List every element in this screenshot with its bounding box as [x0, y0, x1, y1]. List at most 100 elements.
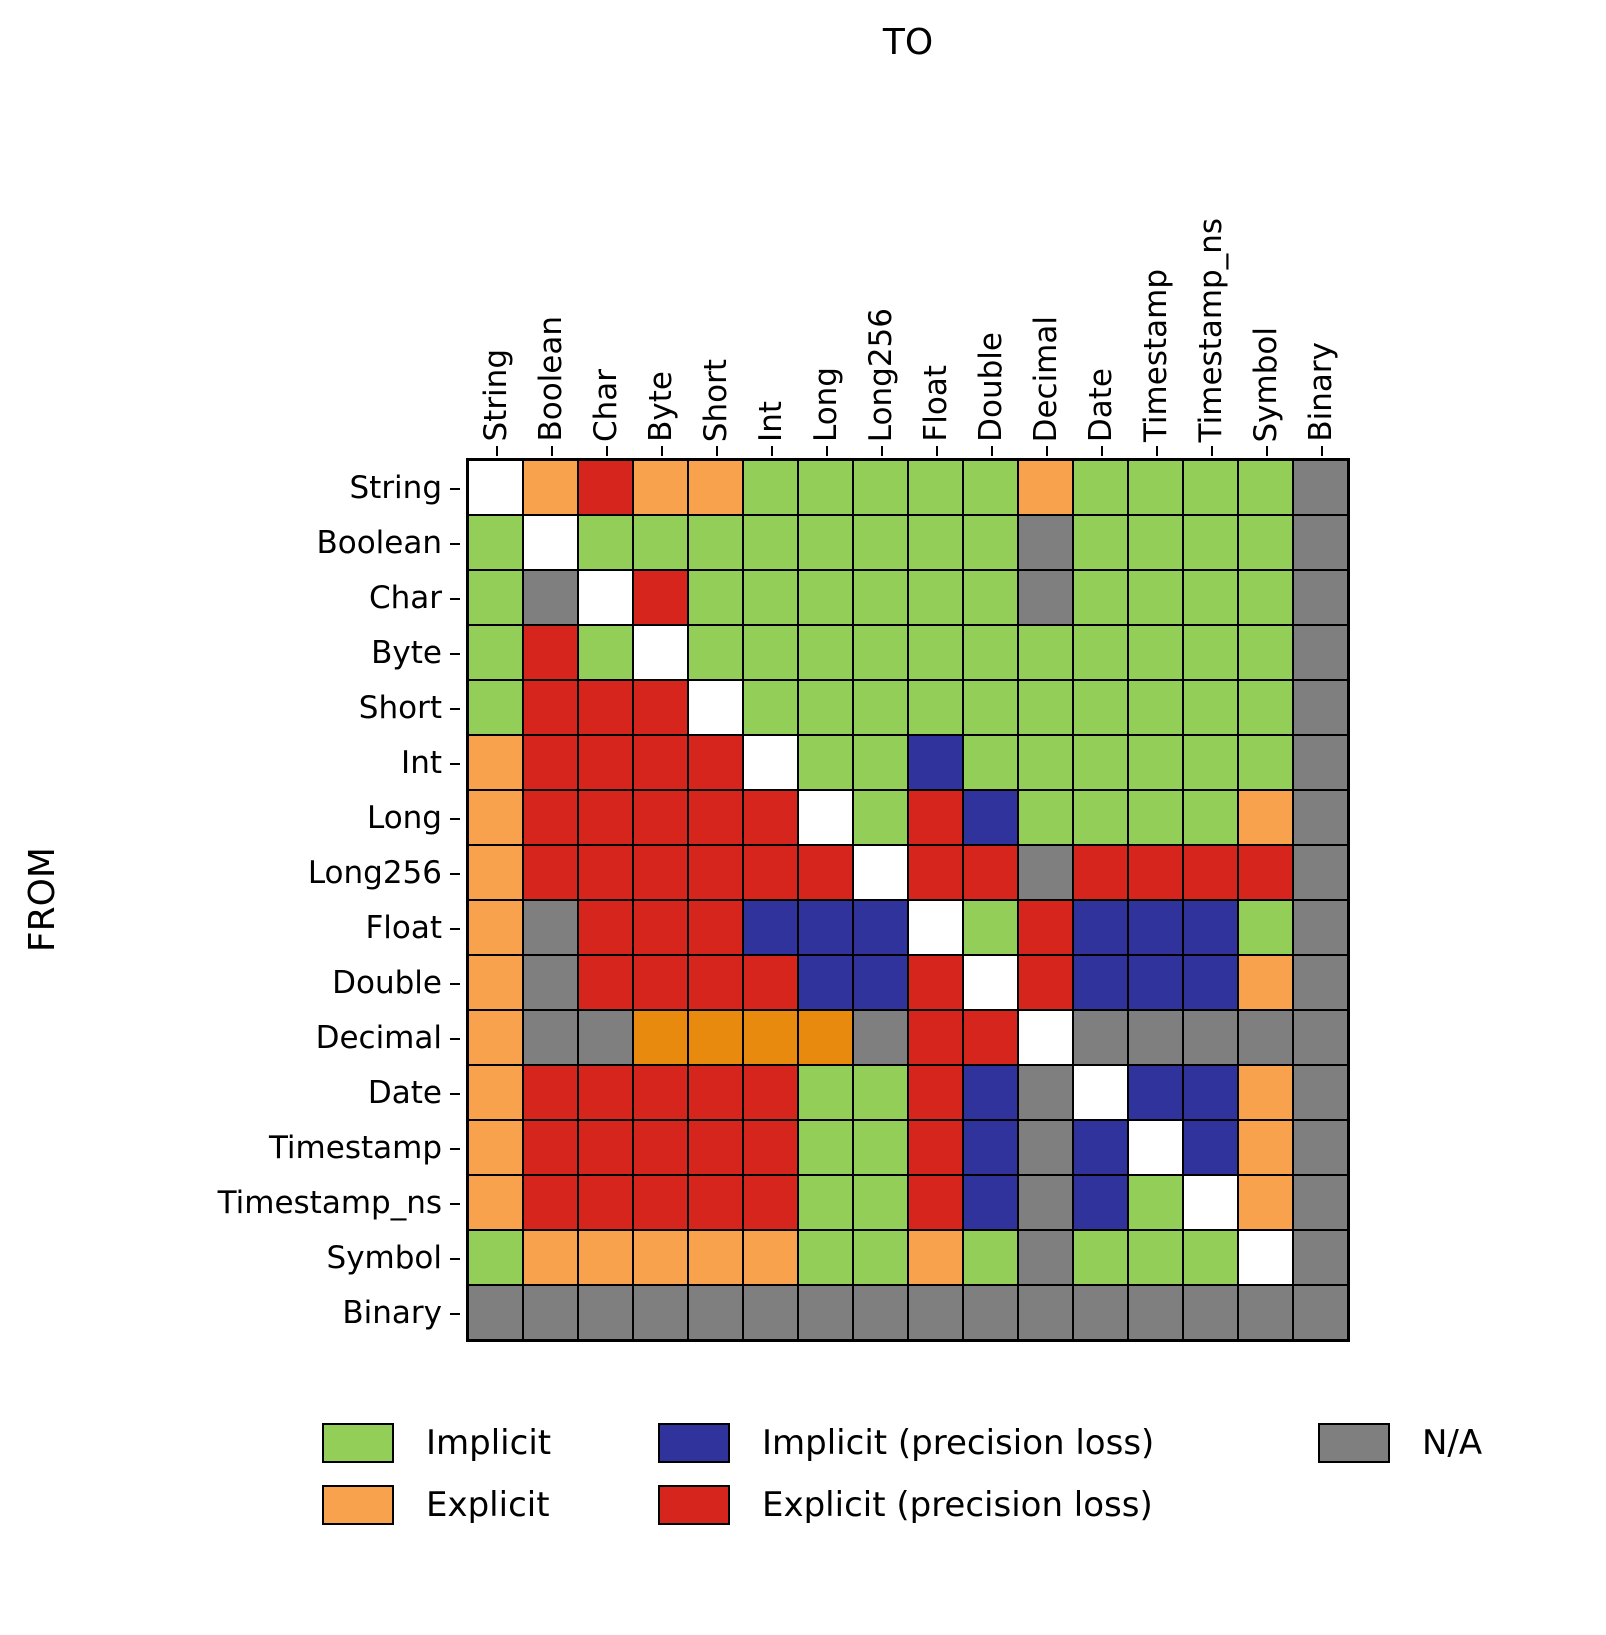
cell-long-to-symbol	[1239, 791, 1292, 844]
cell-decimal-to-long	[799, 1011, 852, 1064]
cell-boolean-to-char	[579, 516, 632, 569]
cell-date-to-long	[799, 1066, 852, 1119]
cell-binary-to-double	[964, 1286, 1017, 1339]
cell-symbol-to-symbol	[1239, 1231, 1292, 1284]
row-label-text: Char	[368, 580, 442, 616]
row-label-text: Byte	[371, 635, 442, 671]
cell-boolean-to-long	[799, 516, 852, 569]
cell-char-to-long256	[854, 571, 907, 624]
legend-swatch-na	[1318, 1423, 1390, 1463]
cell-long256-to-char	[579, 846, 632, 899]
cell-symbol-to-char	[579, 1231, 632, 1284]
cell-string-to-boolean	[524, 461, 577, 514]
column-label-text: Float	[918, 365, 954, 442]
cell-long-to-binary	[1294, 791, 1347, 844]
cell-short-to-long	[799, 681, 852, 734]
cell-char-to-timestamp	[1129, 571, 1182, 624]
row-label-long256: Long256	[0, 846, 462, 901]
cell-int-to-char	[579, 736, 632, 789]
cell-decimal-to-string	[469, 1011, 522, 1064]
cell-short-to-boolean	[524, 681, 577, 734]
legend-swatch-i	[322, 1423, 394, 1463]
cell-boolean-to-long256	[854, 516, 907, 569]
cell-byte-to-float	[909, 626, 962, 679]
cell-decimal-to-byte	[634, 1011, 687, 1064]
cell-timestamp-to-byte	[634, 1121, 687, 1174]
cell-string-to-date	[1074, 461, 1127, 514]
cell-date-to-decimal	[1019, 1066, 1072, 1119]
cell-timestamp_ns-to-byte	[634, 1176, 687, 1229]
row-label-timestamp: Timestamp	[0, 1121, 462, 1176]
cell-string-to-short	[689, 461, 742, 514]
cell-byte-to-symbol	[1239, 626, 1292, 679]
cell-double-to-date	[1074, 956, 1127, 1009]
cell-date-to-date	[1074, 1066, 1127, 1119]
cell-int-to-short	[689, 736, 742, 789]
cell-int-to-symbol	[1239, 736, 1292, 789]
cell-timestamp-to-boolean	[524, 1121, 577, 1174]
cell-long-to-date	[1074, 791, 1127, 844]
cell-long-to-decimal	[1019, 791, 1072, 844]
heatmap-grid	[466, 458, 1350, 1342]
cell-int-to-byte	[634, 736, 687, 789]
cell-double-to-long256	[854, 956, 907, 1009]
legend-item-na: N/A	[1318, 1423, 1482, 1463]
cell-symbol-to-string	[469, 1231, 522, 1284]
cell-boolean-to-date	[1074, 516, 1127, 569]
row-label-text: Short	[358, 690, 442, 726]
column-label-int: Int	[744, 110, 799, 456]
row-label-string: String	[0, 461, 462, 516]
column-label-symbol: Symbol	[1239, 110, 1294, 456]
column-label-long: Long	[799, 110, 854, 456]
cell-long256-to-int	[744, 846, 797, 899]
cell-timestamp-to-binary	[1294, 1121, 1347, 1174]
cell-timestamp-to-decimal	[1019, 1121, 1072, 1174]
column-headers: String Boolean Char Byte Short Int Long Long256…	[469, 110, 1349, 456]
column-label-string: String	[469, 110, 524, 456]
cell-byte-to-byte	[634, 626, 687, 679]
row-label-char: Char	[0, 571, 462, 626]
row-labels: String Boolean Char Byte Short Int Long Long256…	[0, 461, 462, 1341]
legend-item-ep: Explicit (precision loss)	[658, 1485, 1318, 1525]
cell-int-to-timestamp	[1129, 736, 1182, 789]
cell-timestamp-to-timestamp_ns	[1184, 1121, 1237, 1174]
cell-timestamp-to-long	[799, 1121, 852, 1174]
column-label-text: Short	[698, 358, 734, 442]
cell-binary-to-float	[909, 1286, 962, 1339]
cell-int-to-long	[799, 736, 852, 789]
cell-float-to-double	[964, 901, 1017, 954]
cell-byte-to-char	[579, 626, 632, 679]
cell-byte-to-date	[1074, 626, 1127, 679]
cell-timestamp_ns-to-string	[469, 1176, 522, 1229]
cell-char-to-short	[689, 571, 742, 624]
cell-timestamp_ns-to-int	[744, 1176, 797, 1229]
cell-byte-to-int	[744, 626, 797, 679]
cell-date-to-symbol	[1239, 1066, 1292, 1119]
column-label-binary: Binary	[1294, 110, 1349, 456]
cell-char-to-decimal	[1019, 571, 1072, 624]
row-label-date: Date	[0, 1066, 462, 1121]
cell-char-to-symbol	[1239, 571, 1292, 624]
cell-string-to-binary	[1294, 461, 1347, 514]
cell-timestamp_ns-to-timestamp_ns	[1184, 1176, 1237, 1229]
cell-binary-to-boolean	[524, 1286, 577, 1339]
legend: Implicit Implicit (precision loss) N/A Expl…	[322, 1423, 1482, 1525]
cell-symbol-to-timestamp_ns	[1184, 1231, 1237, 1284]
column-label-decimal: Decimal	[1019, 110, 1074, 456]
top-axis-title: TO	[882, 22, 934, 63]
legend-swatch-e	[322, 1485, 394, 1525]
legend-label: N/A	[1422, 1423, 1483, 1463]
cell-timestamp_ns-to-binary	[1294, 1176, 1347, 1229]
cell-date-to-boolean	[524, 1066, 577, 1119]
row-label-binary: Binary	[0, 1286, 462, 1341]
cell-timestamp-to-symbol	[1239, 1121, 1292, 1174]
cell-decimal-to-char	[579, 1011, 632, 1064]
cell-date-to-short	[689, 1066, 742, 1119]
cell-double-to-long	[799, 956, 852, 1009]
cell-string-to-symbol	[1239, 461, 1292, 514]
cell-double-to-symbol	[1239, 956, 1292, 1009]
cell-boolean-to-binary	[1294, 516, 1347, 569]
cell-double-to-decimal	[1019, 956, 1072, 1009]
cell-string-to-byte	[634, 461, 687, 514]
cell-timestamp-to-short	[689, 1121, 742, 1174]
